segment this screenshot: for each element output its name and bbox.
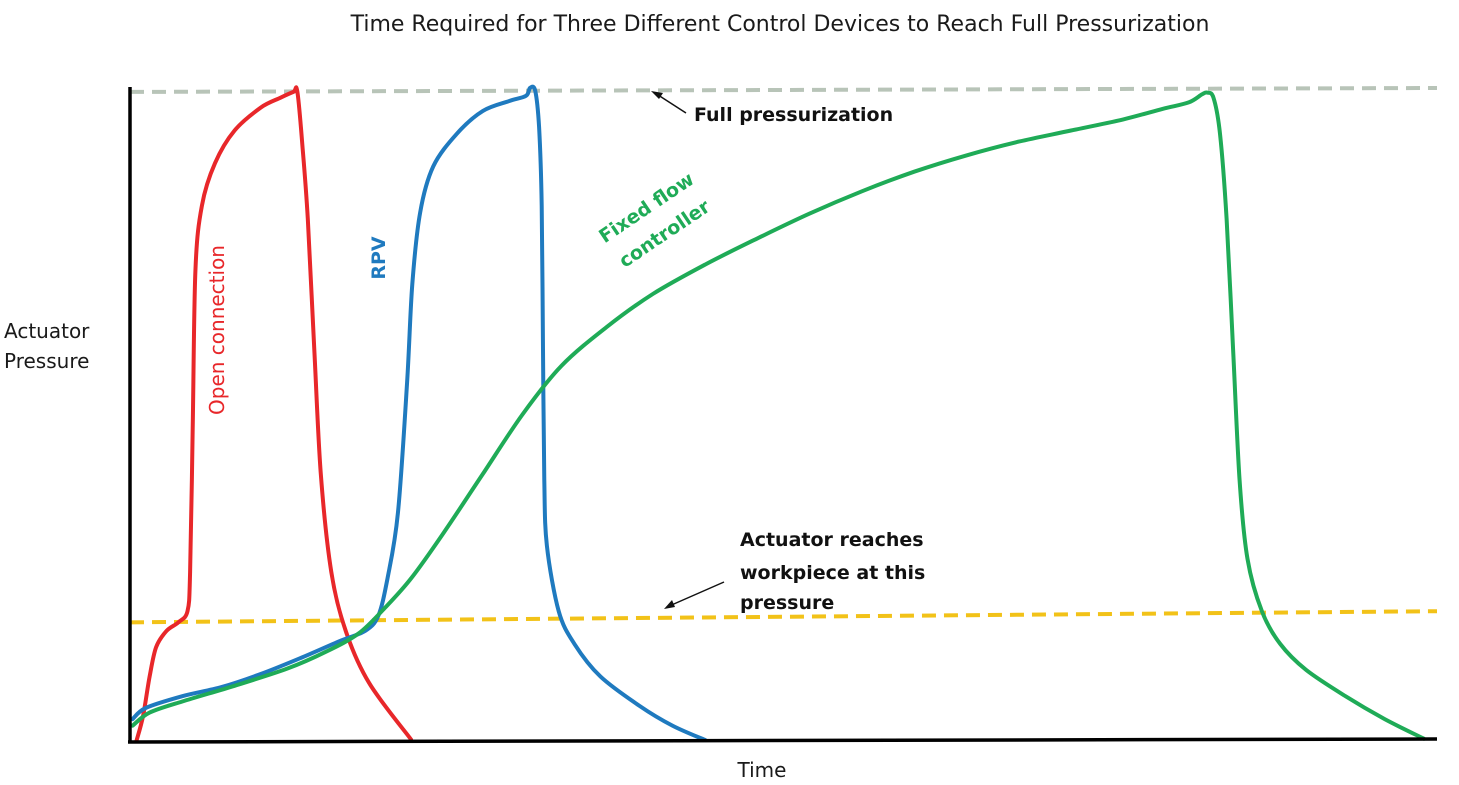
rpv-label: RPV xyxy=(368,236,390,280)
workpiece-label-line-1: Actuator reaches xyxy=(740,529,924,551)
open-connection-label: Open connection xyxy=(205,245,229,415)
workpiece-label-line-3: pressure xyxy=(740,592,834,614)
workpiece-arrow xyxy=(666,581,725,608)
open-connection-line xyxy=(134,85,413,743)
y-axis-label-line-1: Actuator xyxy=(4,319,90,343)
reference-lines xyxy=(129,86,1438,625)
workpiece-arrowhead xyxy=(664,600,675,609)
workpiece-label-line-2: workpiece at this xyxy=(740,562,925,584)
rpv-line xyxy=(130,84,708,742)
full-pressurization-arrowhead xyxy=(651,91,663,99)
full-pressurization-annotation: Full pressurization xyxy=(651,91,893,126)
fixed-flow-controller-line xyxy=(130,90,1426,741)
full-pressurization-label: Full pressurization xyxy=(694,104,893,126)
workpiece-pressure-line xyxy=(129,609,1438,625)
workpiece-annotation: Actuator reaches workpiece at this press… xyxy=(664,529,925,614)
series-lines xyxy=(130,84,1426,743)
chart-title: Time Required for Three Different Contro… xyxy=(350,12,1210,37)
y-axis-label-line-2: Pressure xyxy=(4,349,89,373)
x-axis-label: Time xyxy=(737,758,787,782)
full-pressurization-line xyxy=(129,86,1438,94)
x-axis-line xyxy=(127,737,1438,744)
